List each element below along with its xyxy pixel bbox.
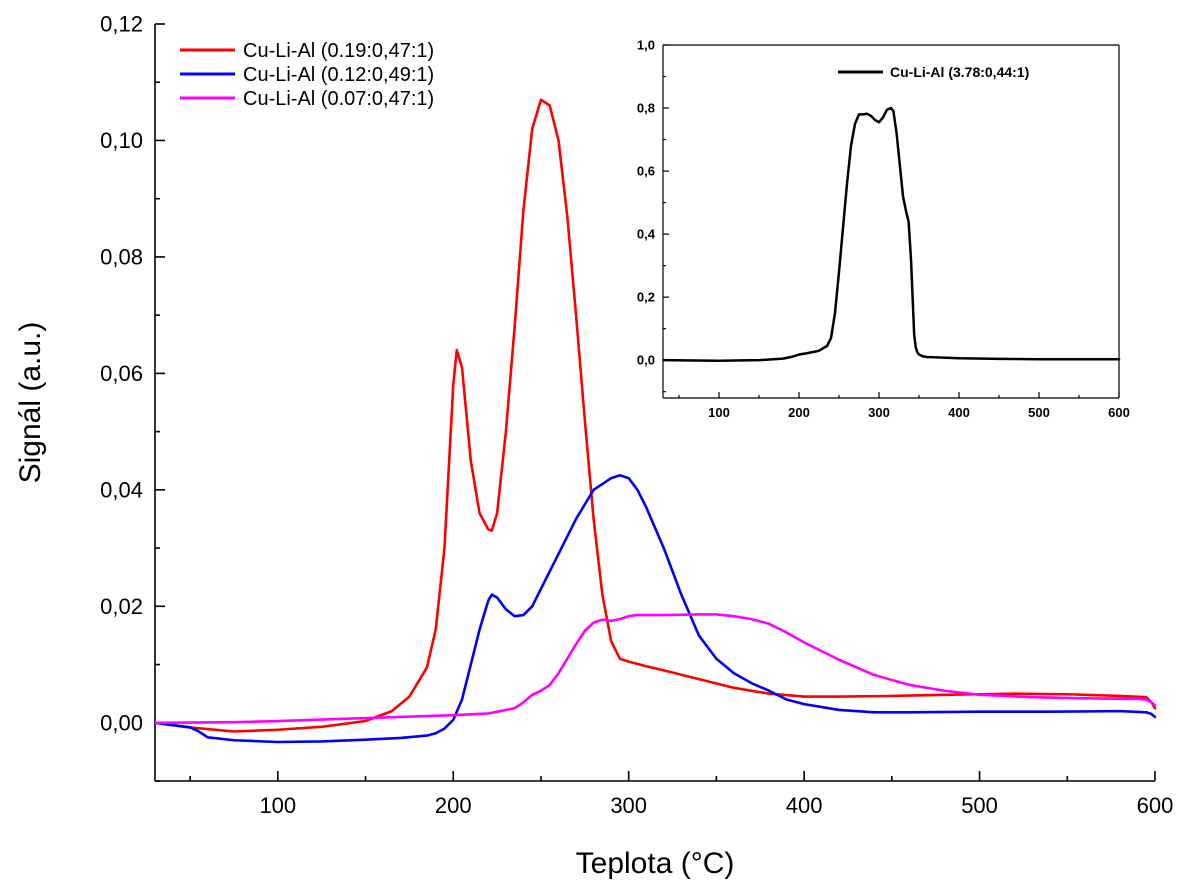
- main-chart: 100 200 300 400 500 600 0,00 0,02 0,04 0,06 0,08 0,…: [14, 12, 1173, 880]
- y-tick-label: 0,08: [100, 245, 143, 270]
- legend-label: Cu-Li-Al (0.19:0,47:1): [243, 40, 434, 62]
- x-tick-label: 200: [435, 793, 472, 818]
- series-line-main-1: [155, 98, 1157, 733]
- x-tick-label: 300: [610, 793, 647, 818]
- y-axis-title: Signál (a.u.): [14, 322, 47, 484]
- x-tick-label: 400: [786, 793, 823, 818]
- x-tick-label: 600: [1137, 793, 1174, 818]
- x-tick-label: 200: [788, 405, 810, 420]
- inset-chart: 100 200 300 400 500 600 0,0 0,2 0,4 0,6 0,8 1,0 Cu-L…: [637, 38, 1130, 420]
- y-tick-label: 0,0: [637, 353, 655, 368]
- inset-background: [663, 45, 1119, 398]
- y-tick-label: 0,6: [637, 164, 655, 179]
- x-axis-title: Teplota (°C): [576, 847, 735, 880]
- y-tick-label: 0,06: [100, 361, 143, 386]
- series-line-main-2: [155, 473, 1157, 744]
- y-tick-label: 0,4: [637, 227, 656, 242]
- x-tick-label: 500: [1028, 405, 1050, 420]
- legend-label: Cu-Li-Al (3.78:0,44:1): [890, 64, 1029, 80]
- x-tick-label: 300: [868, 405, 890, 420]
- y-tick-label: 0,04: [100, 478, 143, 503]
- series-line-inset-1: [663, 106, 1121, 363]
- y-tick-label: 0,12: [100, 12, 143, 37]
- x-tick-label: 100: [708, 405, 730, 420]
- x-tick-label: 400: [948, 405, 970, 420]
- x-tick-label: 600: [1108, 405, 1130, 420]
- y-tick-label: 0,02: [100, 594, 143, 619]
- legend-label: Cu-Li-Al (0.12:0,49:1): [243, 64, 434, 86]
- y-tick-label: 0,2: [637, 290, 655, 305]
- legend-label: Cu-Li-Al (0.07:0,47:1): [243, 88, 434, 110]
- x-tick-label: 100: [259, 793, 296, 818]
- x-tick-label: 500: [961, 793, 998, 818]
- legend: Cu-Li-Al (0.19:0,47:1)Cu-Li-Al (0.12:0,4…: [180, 40, 434, 110]
- series-line-main-3: [155, 613, 1157, 725]
- y-tick-label: 0,00: [100, 710, 143, 735]
- y-tick-label: 0,8: [637, 101, 655, 116]
- y-tick-label: 1,0: [637, 38, 655, 53]
- y-tick-label: 0,10: [100, 128, 143, 153]
- inset-legend: Cu-Li-Al (3.78:0,44:1): [838, 64, 1029, 80]
